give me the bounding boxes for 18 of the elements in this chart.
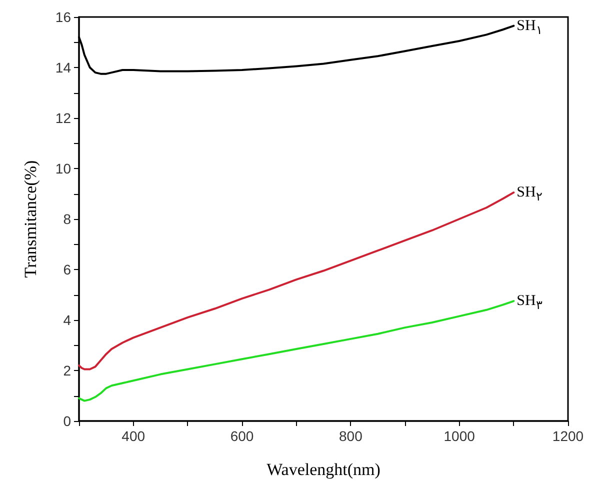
x-tick-label: 600 — [230, 428, 254, 444]
x-tick-label: 800 — [338, 428, 363, 444]
y-tick-label: 8 — [63, 211, 72, 227]
y-tick-label: 4 — [63, 312, 72, 328]
x-axis-title: Wavelenght(nm) — [266, 460, 380, 479]
line-series — [78, 191, 515, 370]
line-series — [78, 300, 515, 402]
y-tick-label: 16 — [55, 9, 72, 25]
x-tick-label: 1200 — [552, 428, 584, 444]
x-tick-label: 400 — [122, 428, 146, 444]
y-tick-label: 2 — [63, 362, 72, 378]
y-axis-title: Transmitance(%) — [21, 160, 40, 278]
y-tick-label: 0 — [63, 413, 72, 429]
y-tick-label: 6 — [63, 262, 72, 278]
y-tick-label: 14 — [55, 60, 72, 76]
x-tick-label: 1000 — [444, 428, 476, 444]
y-tick-label: 12 — [55, 110, 72, 126]
y-tick-label: 10 — [55, 160, 72, 176]
